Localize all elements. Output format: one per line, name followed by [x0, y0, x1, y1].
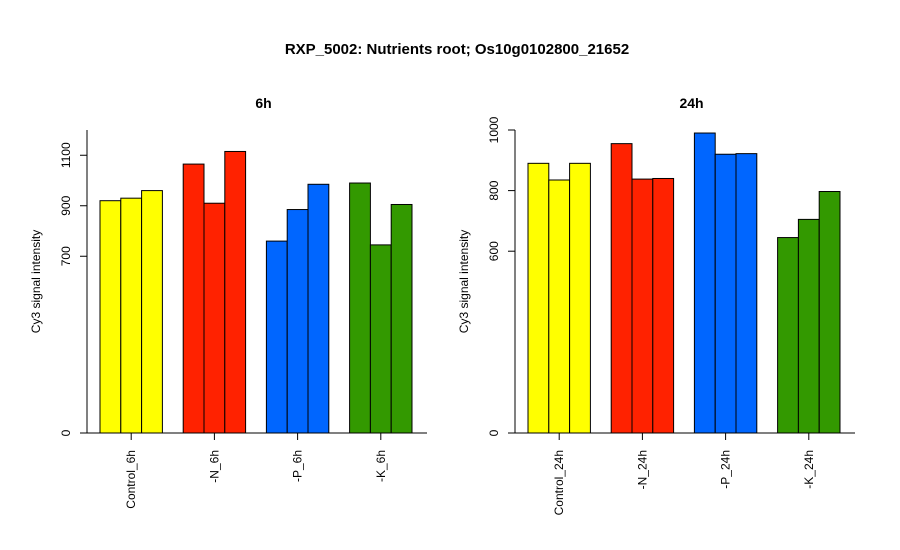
bar	[307, 183, 330, 434]
bar	[548, 179, 571, 434]
bar	[652, 177, 675, 434]
bar	[141, 190, 163, 434]
x-tick-label: -N_24h	[635, 450, 649, 489]
y-tick-label: 700	[59, 246, 73, 266]
bar	[224, 150, 247, 434]
y-tick-label: 1000	[487, 116, 501, 143]
bar	[569, 162, 591, 434]
bar	[735, 153, 758, 434]
x-tick-label: Control_6h	[124, 450, 138, 509]
bar	[203, 202, 226, 434]
bar	[797, 218, 820, 434]
y-axis-label: Cy3 signal intensity	[457, 230, 471, 333]
panel-24h: 24h Cy3 signal intensity 0 600 800 1000 Contro…	[457, 95, 855, 515]
x-tick-label: -K_24h	[802, 450, 816, 489]
bar	[99, 200, 122, 434]
y-tick-label: 0	[59, 429, 73, 436]
y-tick-label: 0	[487, 429, 501, 436]
bar	[390, 203, 413, 434]
bar	[693, 132, 716, 434]
x-tick-label: Control_24h	[552, 450, 566, 515]
y-tick-label: 1100	[59, 142, 73, 168]
panel-title: 24h	[679, 95, 703, 111]
panel-title: 6h	[255, 95, 271, 111]
y-axis-label: Cy3 signal intensity	[29, 230, 43, 333]
x-tick-label: -K_6h	[374, 450, 388, 482]
x-tick-label: -N_6h	[207, 450, 221, 483]
y-tick-label: 600	[487, 241, 501, 261]
panel-6h: 6h Cy3 signal intensity 0 700 900 1100 Control…	[29, 95, 427, 509]
x-tick-label: -P_24h	[719, 450, 733, 489]
bar	[369, 244, 392, 434]
x-tick-label: -P_6h	[291, 450, 305, 482]
bar	[349, 182, 371, 434]
bar	[120, 197, 143, 434]
bar	[777, 237, 799, 434]
bar	[265, 240, 288, 434]
bar	[286, 209, 309, 434]
chart-title: RXP_5002: Nutrients root; Os10g0102800_2…	[285, 41, 629, 58]
bar	[818, 191, 841, 434]
bar	[527, 162, 550, 434]
bar	[610, 143, 633, 434]
bar	[631, 178, 654, 434]
y-tick-label: 900	[59, 195, 73, 215]
bar	[182, 163, 205, 434]
y-tick-label: 800	[487, 180, 501, 200]
bar	[714, 153, 737, 434]
